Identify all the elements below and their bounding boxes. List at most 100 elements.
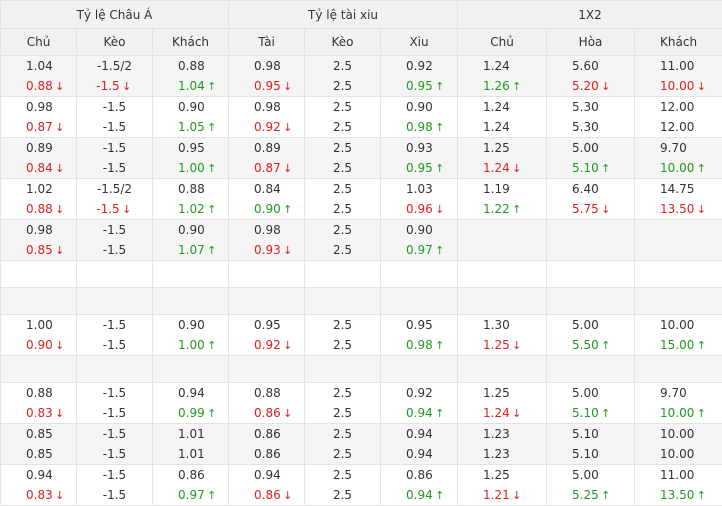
odds-value: 1.01 — [178, 447, 205, 461]
arrow-up-icon: ↑ — [206, 159, 218, 179]
odds-current: 1.24↓ — [458, 403, 546, 423]
odds-current: 0.93↓ — [229, 240, 304, 260]
odds-value: 0.92 — [406, 386, 433, 400]
col-header-over: Tài — [229, 29, 305, 56]
odds-value: 5.60 — [572, 59, 599, 73]
col-header-handicap: Kèo — [77, 29, 153, 56]
odds-value: 2.5 — [333, 427, 352, 441]
odds-current: 0.97↑ — [153, 485, 228, 505]
odds-value: 10.00 — [660, 79, 694, 93]
odds-current: 1.02↑ — [153, 199, 228, 219]
odds-value: 10.00 — [660, 427, 694, 441]
odds-opening: 0.94 — [153, 383, 228, 403]
odds-cell-away-win — [635, 356, 722, 383]
odds-current: 0.92↓ — [229, 335, 304, 355]
odds-value: 0.88 — [178, 182, 205, 196]
odds-value: 0.90 — [406, 223, 433, 237]
table-row — [1, 356, 722, 383]
odds-opening: 0.85 — [1, 424, 76, 444]
odds-cell-handicap: -1.5-1.5 — [77, 97, 153, 138]
arrow-up-icon: ↑ — [434, 159, 446, 179]
odds-value: 0.90 — [26, 338, 53, 352]
odds-opening: 0.92 — [381, 383, 457, 403]
odds-current: 5.10 — [547, 444, 634, 464]
odds-opening: -1.5 — [77, 383, 152, 403]
odds-opening: -1.5 — [77, 138, 152, 158]
odds-value: 0.90 — [178, 100, 205, 114]
arrow-down-icon: ↓ — [695, 77, 707, 97]
odds-opening: 0.90 — [381, 220, 457, 240]
odds-opening: 1.01 — [153, 424, 228, 444]
odds-value: 2.5 — [333, 243, 352, 257]
odds-current: 1.24 — [458, 117, 546, 137]
odds-opening: -1.5/2 — [77, 56, 152, 76]
odds-value: 1.24 — [483, 100, 510, 114]
odds-cell-home-win: 1.24 1.24 — [458, 97, 547, 138]
odds-value: 0.95 — [254, 318, 281, 332]
odds-cell-handicap: -1.5-1.5 — [77, 315, 153, 356]
odds-current: -1.5 — [77, 117, 152, 137]
odds-value: 0.93 — [406, 141, 433, 155]
odds-current: 0.97↑ — [381, 240, 457, 260]
odds-current: 0.95↓ — [229, 76, 304, 96]
arrow-down-icon: ↓ — [282, 404, 294, 424]
odds-cell-draw — [547, 356, 635, 383]
odds-current: 0.95↑ — [381, 76, 457, 96]
odds-opening: 0.88 — [1, 383, 76, 403]
odds-opening: 9.70 — [635, 383, 722, 403]
odds-opening: 11.00 — [635, 56, 722, 76]
odds-value: 11.00 — [660, 59, 694, 73]
odds-value: -1.5 — [103, 120, 126, 134]
odds-current: 5.50↑ — [547, 335, 634, 355]
odds-current: 0.90↑ — [229, 199, 304, 219]
odds-opening: 0.92 — [381, 56, 457, 76]
odds-value: 12.00 — [660, 100, 694, 114]
odds-value: 14.75 — [660, 182, 694, 196]
col-header-draw: Hòa — [547, 29, 635, 56]
odds-current: 2.5 — [305, 485, 380, 505]
odds-opening: 0.98 — [1, 97, 76, 117]
odds-opening: 0.90 — [153, 220, 228, 240]
odds-current: 5.20↓ — [547, 76, 634, 96]
arrow-down-icon: ↓ — [54, 200, 66, 220]
odds-value: -1.5 — [103, 406, 126, 420]
odds-value: 11.00 — [660, 468, 694, 482]
arrow-up-icon: ↑ — [600, 404, 612, 424]
odds-current: 1.22↑ — [458, 199, 546, 219]
odds-value: 0.89 — [254, 141, 281, 155]
odds-current: 0.86↓ — [229, 485, 304, 505]
odds-opening: 0.86 — [381, 465, 457, 485]
arrow-down-icon: ↓ — [695, 200, 707, 220]
odds-current: 1.01 — [153, 444, 228, 464]
odds-opening: 1.02 — [1, 179, 76, 199]
odds-current: 5.25↑ — [547, 485, 634, 505]
odds-cell-line — [305, 261, 381, 288]
arrow-up-icon: ↑ — [206, 486, 218, 506]
odds-opening: 5.00 — [547, 138, 634, 158]
odds-opening: 2.5 — [305, 56, 380, 76]
odds-value: 5.30 — [572, 120, 599, 134]
odds-value: 0.95 — [406, 318, 433, 332]
odds-opening: 0.84 — [229, 179, 304, 199]
column-header-row: Chủ Kèo Khách Tài Kèo Xiu Chủ Hòa Khách — [1, 29, 722, 56]
odds-opening: 1.03 — [381, 179, 457, 199]
arrow-down-icon: ↓ — [282, 159, 294, 179]
odds-value: 0.86 — [406, 468, 433, 482]
odds-value: 0.87 — [26, 120, 53, 134]
